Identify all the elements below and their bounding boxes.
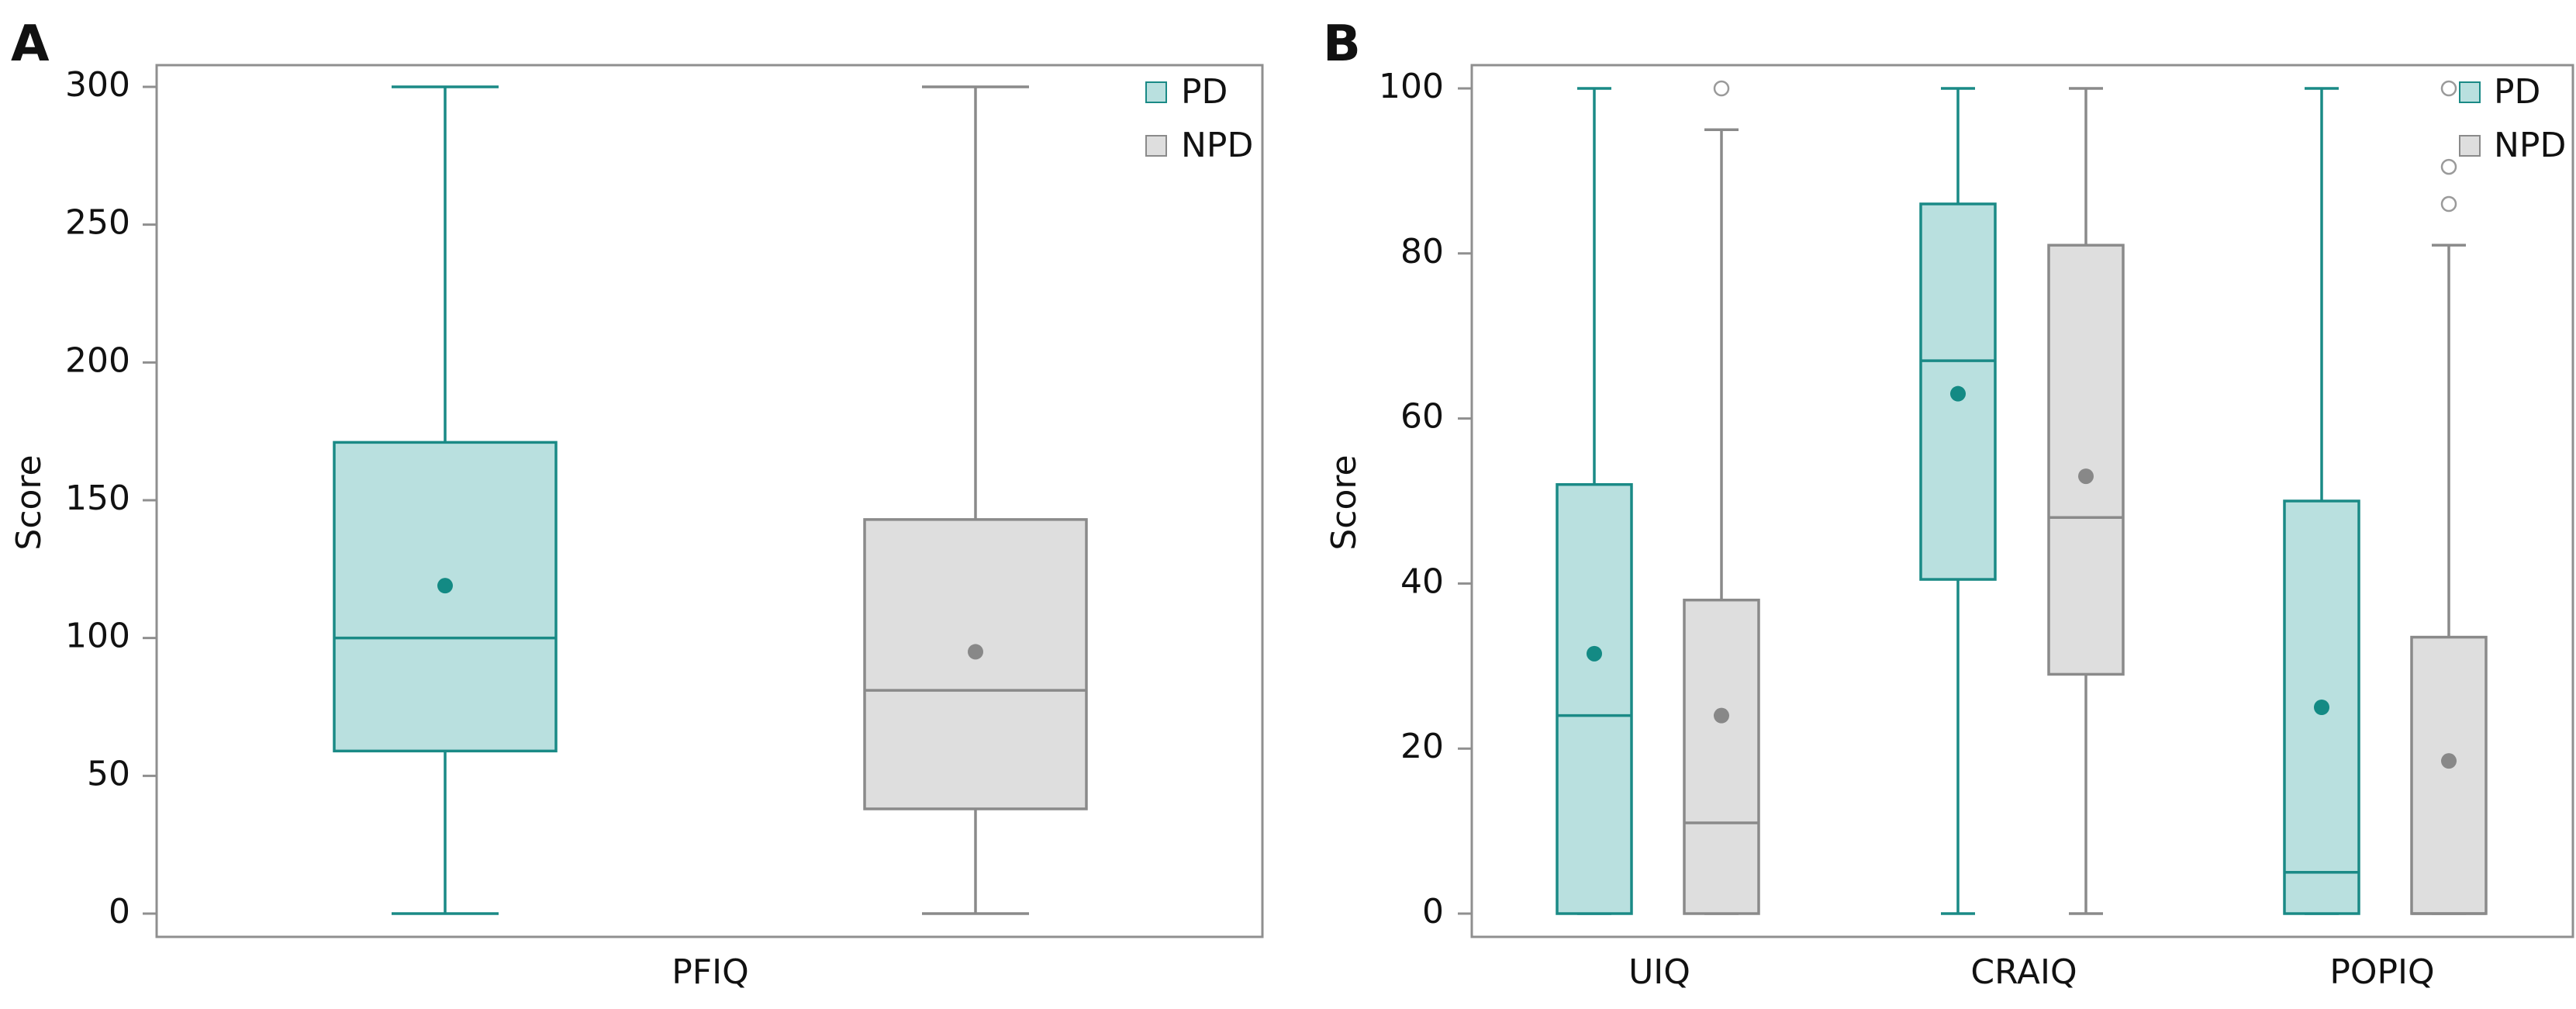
- panel-b-npd-craiq-mean-dot: [2078, 468, 2094, 485]
- panel-b-x-category-label-popiq: POPIQ: [2329, 952, 2434, 992]
- panel-b-npd-uiq-iqr-box: [1683, 598, 1760, 915]
- panel-b-y-tick-label: 80: [1400, 232, 1444, 271]
- panel-b-pd-craiq-mean-dot: [1950, 385, 1966, 402]
- panel-a-y-tick-label: 100: [65, 617, 130, 656]
- panel-a-y-tick-label: 200: [65, 340, 130, 380]
- panel-b-npd-popiq-box-group: [2410, 80, 2488, 915]
- panel-a-pd-pfiq-iqr-box: [333, 441, 558, 753]
- panel-b-y-axis-title: Score: [1324, 454, 1364, 550]
- panel-a-x-category-label: PFIQ: [672, 952, 748, 992]
- panel-a-legend: PD NPD: [1145, 72, 1253, 165]
- panel-b-x-category-label-craiq: CRAIQ: [1970, 952, 2077, 992]
- panel-a-letter: A: [11, 16, 50, 73]
- panel-a-y-tick-label: 0: [109, 892, 130, 931]
- panel-a-y-tick-label: 50: [87, 754, 130, 793]
- panel-b-npd-popiq-mean-dot: [2441, 753, 2457, 769]
- panel-b-npd-craiq-iqr-box: [2047, 244, 2125, 676]
- panel-b-legend-npd-swatch: [2459, 135, 2481, 157]
- panel-b-x-category-label-uiq: UIQ: [1628, 952, 1690, 992]
- panel-a-legend-npd-label: NPD: [1181, 126, 1253, 165]
- panel-b-pd-uiq-mean-dot: [1587, 645, 1602, 662]
- panel-a-pd-pfiq-box-group: [333, 85, 558, 915]
- panel-b-npd-popiq-outlier-point: [2440, 195, 2457, 213]
- panel-a-y-axis-title: Score: [9, 454, 49, 550]
- panel-b-pd-uiq-iqr-box: [1556, 482, 1633, 915]
- panel-b-boxes: [1556, 80, 2488, 915]
- panel-a-plot-frame: [155, 64, 1264, 938]
- panel-b-pd-craiq-box-group: [1919, 87, 1997, 915]
- panel-b-legend: PD NPD: [2459, 72, 2566, 165]
- panel-a-boxes: [333, 85, 1088, 915]
- panel-b-npd-popiq-iqr-box: [2410, 635, 2488, 915]
- panel-b-y-tick-label: 0: [1422, 892, 1444, 931]
- panel-a-legend-npd-swatch: [1145, 135, 1167, 157]
- panel-a-legend-pd-swatch: [1145, 81, 1167, 103]
- panel-a-pd-pfiq-mean-dot: [437, 578, 453, 594]
- panel-b-pd-uiq-box-group: [1556, 87, 1633, 915]
- panel-b-pd-popiq-box-group: [2283, 87, 2360, 915]
- panel-b-y-tick-label: 40: [1400, 562, 1444, 601]
- panel-a-legend-pd-label: PD: [1181, 72, 1228, 112]
- panel-b-plot-frame: [1470, 64, 2574, 938]
- panel-a-npd-pfiq-iqr-box: [863, 518, 1088, 810]
- panel-a-npd-pfiq-mean-dot: [968, 644, 983, 660]
- panel-b-y-tick-label: 60: [1400, 397, 1444, 437]
- panel-a-y-tick-label: 250: [65, 203, 130, 243]
- panel-a-y-axis: 0 50 100 150 200 250 300: [65, 65, 157, 931]
- panel-b-letter: B: [1323, 16, 1361, 73]
- panel-a-y-tick-label: 150: [65, 479, 130, 518]
- panel-a-y-tick-label: 300: [65, 65, 130, 105]
- panel-b-npd-uiq-outlier-point: [1713, 80, 1730, 97]
- panel-b-npd-uiq-box-group: [1683, 80, 1760, 915]
- panel-b-y-axis: 0 20 40 60 80 100: [1379, 67, 1472, 931]
- panel-a: Score 0 50 100 150 200 250 300 PFIQ PD NPD: [9, 64, 1264, 992]
- panel-b-legend-pd-label: PD: [2494, 72, 2540, 112]
- panel-b-pd-popiq-mean-dot: [2314, 700, 2329, 715]
- panel-b-y-tick-label: 20: [1400, 727, 1444, 766]
- panel-b-legend-pd-swatch: [2459, 81, 2481, 103]
- panel-b: Score 0 20 40 60 80 100 UIQ CRAIQ POPIQ PD NP…: [1324, 64, 2574, 992]
- panel-a-npd-pfiq-box-group: [863, 85, 1088, 915]
- panel-b-npd-uiq-mean-dot: [1714, 707, 1729, 724]
- panel-b-npd-craiq-box-group: [2047, 87, 2125, 915]
- panel-b-legend-npd-label: NPD: [2494, 126, 2566, 165]
- panel-b-npd-popiq-outlier-point: [2440, 158, 2457, 175]
- panel-b-y-tick-label: 100: [1379, 67, 1444, 106]
- panel-b-npd-popiq-outlier-point: [2440, 80, 2457, 97]
